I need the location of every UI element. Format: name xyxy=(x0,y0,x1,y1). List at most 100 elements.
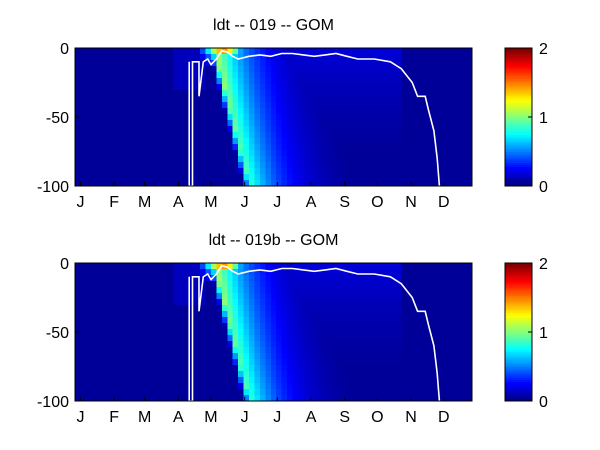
heatmap-cell xyxy=(216,66,223,73)
heatmap-cell xyxy=(75,174,82,181)
heatmap-cell xyxy=(221,90,228,97)
heatmap-cell xyxy=(254,371,261,378)
heatmap-cell xyxy=(314,78,321,85)
heatmap-cell xyxy=(210,359,217,366)
heatmap-cell xyxy=(455,54,462,61)
heatmap-cell xyxy=(156,84,163,91)
heatmap-cell xyxy=(336,263,343,270)
heatmap-cell xyxy=(107,114,114,121)
heatmap-cell xyxy=(466,287,473,294)
heatmap-cell xyxy=(227,269,234,276)
heatmap-cell xyxy=(162,78,169,85)
heatmap-cell xyxy=(85,108,92,115)
heatmap-cell xyxy=(221,60,228,67)
heatmap-cell xyxy=(330,72,337,79)
heatmap-cell xyxy=(428,347,435,354)
heatmap-cell xyxy=(265,114,272,121)
heatmap-cell xyxy=(314,269,321,276)
heatmap-cell xyxy=(384,389,392,396)
heatmap-cell xyxy=(341,102,348,109)
heatmap-cell xyxy=(352,389,359,396)
heatmap-cell xyxy=(200,293,207,300)
heatmap-cell xyxy=(249,96,256,103)
heatmap-cell xyxy=(297,263,305,270)
heatmap-cell xyxy=(194,174,201,181)
heatmap-cell xyxy=(357,275,364,282)
heatmap-cell xyxy=(395,96,402,103)
heatmap-cell xyxy=(221,329,228,336)
heatmap-cell xyxy=(325,335,332,342)
heatmap-cell xyxy=(221,126,228,133)
heatmap-cell xyxy=(238,341,245,348)
heatmap-cell xyxy=(297,162,305,169)
heatmap-cell xyxy=(162,275,169,282)
heatmap-cell xyxy=(134,102,141,109)
heatmap-cell xyxy=(216,132,223,139)
heatmap-cell xyxy=(341,108,348,115)
heatmap-cell xyxy=(346,174,353,181)
heatmap-cell xyxy=(210,162,217,169)
heatmap-cell xyxy=(395,305,402,312)
heatmap-cell xyxy=(80,102,87,109)
heatmap-cell xyxy=(297,174,305,181)
heatmap-cell xyxy=(118,138,125,145)
heatmap-cell xyxy=(183,275,190,282)
heatmap-cell xyxy=(113,138,120,145)
heatmap-cell xyxy=(118,299,125,306)
heatmap-cell xyxy=(210,72,217,79)
heatmap-cell xyxy=(325,341,332,348)
heatmap-cell xyxy=(243,132,250,139)
heatmap-cell xyxy=(363,144,370,151)
heatmap-cell xyxy=(145,347,152,354)
x-tick-label: S xyxy=(339,194,350,211)
heatmap-cell xyxy=(172,102,179,109)
heatmap-cell xyxy=(287,114,294,121)
heatmap-cell xyxy=(232,317,239,324)
heatmap-cell xyxy=(200,84,207,91)
heatmap-cell xyxy=(444,48,451,55)
chart-title: ldt -- 019 -- GOM xyxy=(213,17,334,34)
heatmap-cell xyxy=(330,156,337,163)
heatmap-cell xyxy=(308,377,315,384)
heatmap-cell xyxy=(379,323,386,330)
heatmap-cell xyxy=(412,174,419,181)
heatmap-cell xyxy=(433,263,440,270)
heatmap-cell xyxy=(412,66,419,73)
heatmap-cell xyxy=(439,275,446,282)
heatmap-cell xyxy=(450,114,457,121)
heatmap-cell xyxy=(113,281,120,288)
heatmap-cell xyxy=(102,150,109,157)
heatmap-cell xyxy=(140,162,147,169)
heatmap-cell xyxy=(243,138,250,145)
heatmap-cell xyxy=(210,78,217,85)
colorbar-step xyxy=(505,344,532,348)
heatmap-cell xyxy=(167,96,174,103)
heatmap-cell xyxy=(341,72,348,79)
heatmap-cell xyxy=(314,353,321,360)
heatmap-cell xyxy=(287,263,294,270)
heatmap-cell xyxy=(330,335,337,342)
heatmap-cell xyxy=(423,138,430,145)
heatmap-cell xyxy=(352,144,359,151)
heatmap-cell xyxy=(319,365,326,372)
heatmap-cell xyxy=(455,90,462,97)
heatmap-cell xyxy=(243,365,250,372)
heatmap-cell xyxy=(238,311,245,318)
heatmap-cell xyxy=(423,180,430,187)
heatmap-cell xyxy=(162,108,169,115)
heatmap-cell xyxy=(270,317,277,324)
heatmap-cell xyxy=(461,114,468,121)
heatmap-cell xyxy=(297,377,305,384)
heatmap-cell xyxy=(439,102,446,109)
heatmap-cell xyxy=(330,138,337,145)
heatmap-cell xyxy=(216,269,223,276)
heatmap-cell xyxy=(401,263,408,270)
heatmap-cell xyxy=(134,84,141,91)
heatmap-cell xyxy=(444,66,451,73)
heatmap-cell xyxy=(183,168,190,175)
heatmap-cell xyxy=(357,389,364,396)
colorbar-step xyxy=(505,325,532,329)
heatmap-cell xyxy=(80,60,87,67)
heatmap-cell xyxy=(363,84,370,91)
heatmap-cell xyxy=(423,353,430,360)
